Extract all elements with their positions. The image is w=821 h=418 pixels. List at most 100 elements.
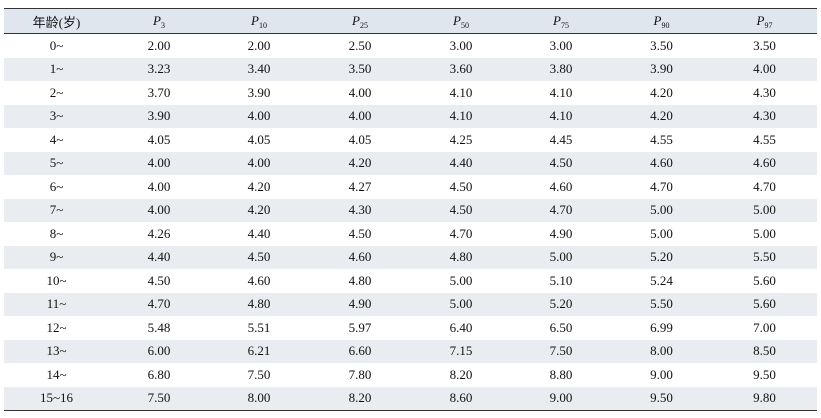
value-cell: 4.70 xyxy=(753,178,776,194)
value-cell: 3.90 xyxy=(247,84,271,100)
value-cell: 4.00 xyxy=(348,108,372,124)
table-row: 13~ 6.00 6.21 6.60 7.15 7.50 8.00 8.50 xyxy=(4,339,817,363)
header-row: 年龄(岁) P3 P10 P25 P50 P75 P90 P97 xyxy=(4,8,817,34)
value-cell: 3.23 xyxy=(147,61,171,77)
value-cell: 9.50 xyxy=(753,366,776,382)
value-cell: 4.00 xyxy=(348,84,372,100)
value-cell: 4.50 xyxy=(247,249,271,265)
table-row: 5~ 4.00 4.00 4.20 4.40 4.50 4.60 4.60 xyxy=(4,151,817,175)
age-cell: 10~ xyxy=(46,272,67,288)
value-cell: 4.00 xyxy=(147,178,171,194)
table-row: 14~ 6.80 7.50 7.80 8.20 8.80 9.00 9.50 xyxy=(4,363,817,387)
table-row: 6~ 4.00 4.20 4.27 4.50 4.60 4.70 4.70 xyxy=(4,175,817,199)
age-cell: 12~ xyxy=(46,319,67,335)
header-symbol: P xyxy=(352,12,360,28)
value-cell: 3.40 xyxy=(247,61,271,77)
value-cell: 8.00 xyxy=(650,343,673,359)
value-cell: 4.10 xyxy=(449,108,473,124)
table-row: 11~ 4.70 4.80 4.90 5.00 5.20 5.50 5.60 xyxy=(4,292,817,316)
value-cell: 3.50 xyxy=(753,37,776,53)
value-cell: 5.48 xyxy=(147,319,171,335)
value-cell: 4.70 xyxy=(549,202,573,218)
value-cell: 4.00 xyxy=(753,61,776,77)
header-subscript: 90 xyxy=(661,20,670,30)
table-row: 2~ 3.70 3.90 4.00 4.10 4.10 4.20 4.30 xyxy=(4,81,817,105)
value-cell: 4.60 xyxy=(549,178,573,194)
header-symbol: P xyxy=(653,12,662,28)
value-cell: 3.90 xyxy=(650,61,673,77)
age-cell: 3~ xyxy=(49,108,64,124)
value-cell: 4.20 xyxy=(348,155,372,171)
value-cell: 3.70 xyxy=(147,84,171,100)
header-cell: P97 xyxy=(712,9,817,34)
value-cell: 6.60 xyxy=(348,343,372,359)
age-cell: 8~ xyxy=(49,225,64,241)
age-cell: 9~ xyxy=(49,249,64,265)
value-cell: 8.80 xyxy=(549,366,573,382)
header-symbol: P xyxy=(251,12,259,28)
value-cell: 4.50 xyxy=(147,272,171,288)
age-cell: 1~ xyxy=(49,61,64,77)
value-cell: 7.50 xyxy=(247,366,271,382)
value-cell: 6.99 xyxy=(650,319,673,335)
value-cell: 8.00 xyxy=(247,390,271,406)
table-row: 12~ 5.48 5.51 5.97 6.40 6.50 6.99 7.00 xyxy=(4,316,817,340)
value-cell: 5.00 xyxy=(753,202,776,218)
value-cell: 4.60 xyxy=(650,155,673,171)
value-cell: 3.90 xyxy=(147,108,171,124)
value-cell: 5.00 xyxy=(650,225,673,241)
header-subscript: 50 xyxy=(460,20,469,30)
header-subscript: 97 xyxy=(764,20,773,30)
header-cell: P3 xyxy=(109,9,209,34)
value-cell: 5.51 xyxy=(247,319,271,335)
value-cell: 4.80 xyxy=(348,272,372,288)
value-cell: 5.00 xyxy=(449,272,473,288)
table-row: 4~ 4.05 4.05 4.05 4.25 4.45 4.55 4.55 xyxy=(4,128,817,152)
age-cell: 11~ xyxy=(46,296,67,312)
value-cell: 4.30 xyxy=(348,202,372,218)
value-cell: 5.10 xyxy=(549,272,573,288)
age-cell: 7~ xyxy=(49,202,64,218)
value-cell: 2.50 xyxy=(348,37,372,53)
value-cell: 4.60 xyxy=(753,155,776,171)
value-cell: 4.50 xyxy=(449,202,473,218)
value-cell: 7.15 xyxy=(449,343,473,359)
value-cell: 5.97 xyxy=(348,319,372,335)
value-cell: 4.50 xyxy=(348,225,372,241)
value-cell: 8.20 xyxy=(348,390,372,406)
value-cell: 4.00 xyxy=(147,202,171,218)
value-cell: 5.00 xyxy=(753,225,776,241)
table-header: 年龄(岁) P3 P10 P25 P50 P75 P90 P97 xyxy=(4,8,817,34)
age-cell: 14~ xyxy=(46,366,67,382)
age-cell: 2~ xyxy=(49,84,64,100)
value-cell: 4.27 xyxy=(348,178,372,194)
header-subscript: 3 xyxy=(160,20,165,30)
value-cell: 5.00 xyxy=(449,296,473,312)
age-cell: 13~ xyxy=(46,343,67,359)
value-cell: 8.60 xyxy=(449,390,473,406)
value-cell: 4.20 xyxy=(247,202,271,218)
value-cell: 3.00 xyxy=(549,37,573,53)
value-cell: 4.60 xyxy=(348,249,372,265)
value-cell: 4.80 xyxy=(449,249,473,265)
value-cell: 4.45 xyxy=(549,131,573,147)
value-cell: 5.50 xyxy=(753,249,776,265)
age-cell: 0~ xyxy=(49,37,64,53)
value-cell: 4.00 xyxy=(147,155,171,171)
header-subscript: 75 xyxy=(560,20,569,30)
value-cell: 5.50 xyxy=(650,296,673,312)
value-cell: 4.90 xyxy=(348,296,372,312)
header-symbol: P xyxy=(756,12,765,28)
value-cell: 4.20 xyxy=(650,84,673,100)
value-cell: 4.00 xyxy=(247,108,271,124)
value-cell: 4.05 xyxy=(247,131,271,147)
value-cell: 4.50 xyxy=(449,178,473,194)
value-cell: 4.05 xyxy=(348,131,372,147)
header-symbol: P xyxy=(453,12,461,28)
table-row: 8~ 4.26 4.40 4.50 4.70 4.90 5.00 5.00 xyxy=(4,222,817,246)
table-row: 1~ 3.23 3.40 3.50 3.60 3.80 3.90 4.00 xyxy=(4,57,817,81)
value-cell: 8.50 xyxy=(753,343,776,359)
age-cell: 4~ xyxy=(49,131,64,147)
value-cell: 4.70 xyxy=(449,225,473,241)
